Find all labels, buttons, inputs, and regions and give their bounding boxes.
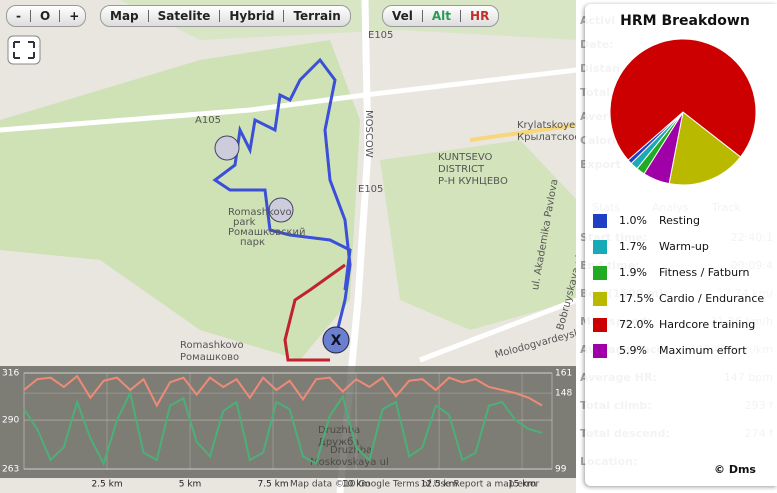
road	[0, 67, 577, 133]
credit: © Dms	[714, 463, 756, 476]
forest	[380, 140, 577, 330]
legend-label: Resting	[659, 214, 700, 227]
zoom-reset[interactable]: O	[29, 10, 59, 22]
y-tick-label: 290	[2, 416, 19, 426]
map-label: Ромашково	[180, 352, 239, 363]
map-type[interactable]: Map	[110, 9, 139, 23]
legend-label: Maximum effort	[659, 344, 747, 357]
zoom-out[interactable]: -	[16, 9, 21, 23]
start-marker[interactable]	[214, 135, 240, 161]
legend-value: 1.9%	[619, 266, 647, 279]
pie-title: HRM Breakdown	[620, 13, 750, 29]
map-label: DISTRICT	[438, 164, 485, 175]
overlay-toggle[interactable]: Alt	[421, 10, 460, 22]
y-tick-label: 263	[2, 465, 19, 475]
road	[419, 297, 577, 363]
map-type-controls: Map Satelite Hybrid Terrain	[100, 5, 351, 27]
x-tick-label: 2.5 km	[91, 480, 122, 490]
map-label: парк	[240, 237, 265, 248]
map-type[interactable]: Satelite	[147, 10, 220, 22]
y2-tick-label: 99	[555, 465, 567, 475]
pie-chart: HRM Breakdown 1.0% Resting 1.7% Warm-up 1.9% F…	[593, 13, 764, 476]
legend-value: 1.7%	[619, 240, 647, 253]
map-label: KUNTSEVO	[438, 152, 493, 163]
legend-swatch	[593, 344, 607, 358]
marker[interactable]	[268, 197, 294, 223]
map-label: Romashkovo	[180, 340, 244, 351]
overlay-toggle[interactable]: HR	[460, 10, 498, 22]
legend-value: 5.9%	[619, 344, 647, 357]
forest	[0, 40, 360, 360]
x-tick-label: 7.5 km	[257, 480, 288, 490]
fullscreen-button[interactable]	[7, 35, 41, 65]
chart-bg	[0, 366, 577, 478]
map-label: Р-Н КУНЦЕВО	[438, 176, 508, 187]
x-tick-label: 10 km	[342, 480, 370, 490]
pie-slice	[609, 38, 757, 161]
route	[212, 57, 352, 341]
map-label: Крылатское	[517, 132, 577, 143]
y-tick-label: 316	[2, 369, 19, 379]
hrm-popup: HRM Breakdown 1.0% Resting 1.7% Warm-up 1.9% F…	[585, 4, 777, 486]
map-label: park	[233, 217, 256, 228]
fullscreen-icon	[13, 41, 35, 59]
map-label: E105	[368, 30, 393, 41]
map-label: E105	[358, 184, 383, 195]
legend-label: Hardcore training	[659, 318, 755, 331]
overlay-controls: Vel Alt HR	[382, 5, 500, 27]
map-label: Ромашковский	[228, 227, 306, 238]
legend-swatch	[593, 214, 607, 228]
legend-label: Cardio / Endurance	[659, 292, 764, 305]
overlay-toggle[interactable]: Vel	[392, 9, 413, 23]
legend-swatch	[593, 318, 607, 332]
y2-tick-label: 148	[555, 389, 572, 399]
legend-label: Warm-up	[659, 240, 709, 253]
zoom-controls: - O +	[6, 5, 86, 27]
series-line	[23, 374, 543, 408]
road	[469, 123, 577, 142]
series-line	[23, 389, 543, 467]
legend-value: 17.5%	[619, 292, 654, 305]
map-type[interactable]: Terrain	[283, 10, 349, 22]
map-label: MOSCOW	[363, 110, 374, 158]
pie-slice	[668, 111, 742, 186]
map-label: Romashkovo	[228, 207, 292, 218]
map-type[interactable]: Hybrid	[219, 10, 283, 22]
y2-tick-label: 161	[555, 369, 572, 379]
end-marker[interactable]	[322, 326, 350, 354]
attribution: Map data ©10 Google Terms of Use Report …	[290, 480, 539, 490]
end-icon: X	[331, 333, 342, 349]
x-tick-label: 15 km	[508, 480, 536, 490]
map-label: Krylatskoye	[517, 120, 575, 131]
legend-label: Fitness / Fatburn	[659, 266, 749, 279]
legend-swatch	[593, 292, 607, 306]
legend-swatch	[593, 266, 607, 280]
zoom-in[interactable]: +	[59, 10, 88, 22]
map-label: A105	[195, 115, 221, 126]
x-tick-label: 12.5 km	[421, 480, 458, 490]
legend-value: 72.0%	[619, 318, 654, 331]
legend-value: 1.0%	[619, 214, 647, 227]
legend-swatch	[593, 240, 607, 254]
map: X KrylatskoyeКрылатскоеKUNTSEVODISTRICTР…	[0, 0, 577, 493]
plot-frame	[23, 372, 553, 470]
x-tick-label: 5 km	[179, 480, 202, 490]
route-fast	[283, 263, 346, 362]
